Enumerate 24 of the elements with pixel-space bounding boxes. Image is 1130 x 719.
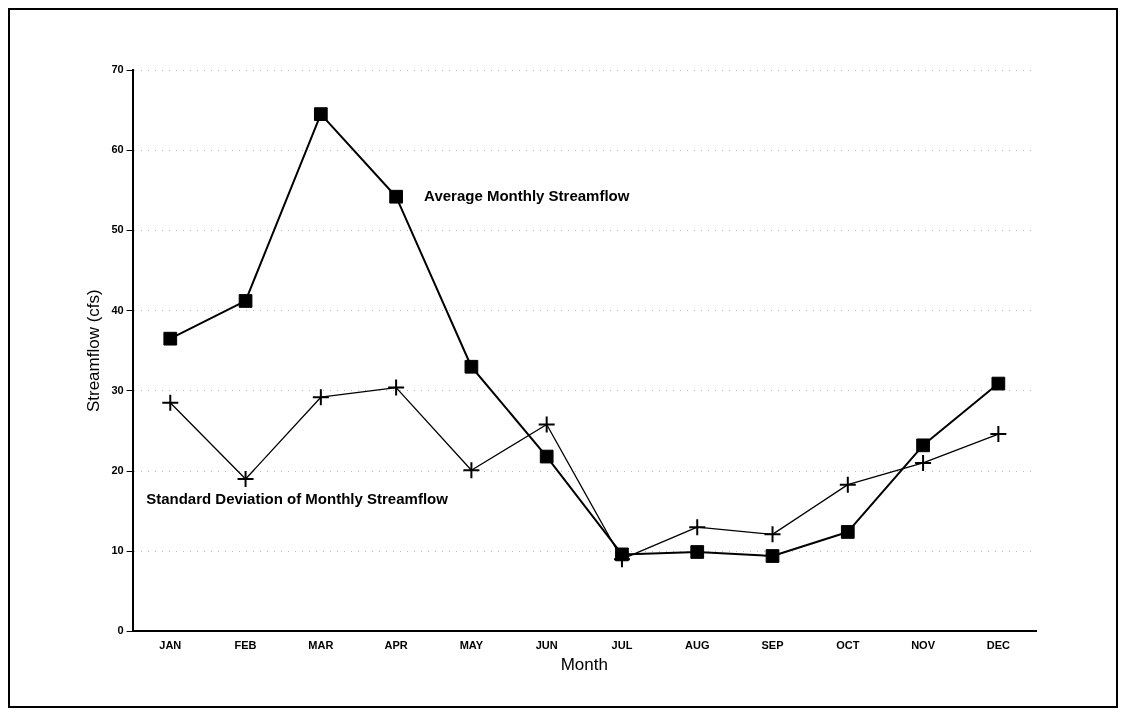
y-tick-label: 30 [111,383,124,396]
y-tick-label: 0 [117,624,124,637]
x-tick-label: JUL [611,639,633,652]
x-tick-label: FEB [234,639,257,652]
x-tick-label: DEC [986,639,1011,652]
x-tick-label: OCT [836,639,860,652]
y-axis-title: Streamflow (cfs) [83,289,103,413]
y-tick-label: 10 [111,544,124,557]
x-tick-label: JAN [159,639,182,652]
annotation: Standard Deviation of Monthly Streamflow [146,489,449,507]
x-tick-label: APR [384,639,408,652]
y-tick-label: 60 [111,143,124,156]
x-tick-label: MAR [308,639,334,652]
y-tick-label: 50 [111,223,124,236]
x-tick-label: JUN [535,639,558,652]
x-tick-label: MAY [459,639,484,652]
annotation: Average Monthly Streamflow [424,186,630,204]
x-tick-label: SEP [761,639,784,652]
y-tick-label: 40 [111,303,124,316]
x-axis-title: Month [560,655,608,675]
x-tick-label: NOV [911,639,936,652]
y-tick-label: 20 [111,464,124,477]
x-tick-label: AUG [685,639,710,652]
y-tick-label: 70 [111,63,124,76]
